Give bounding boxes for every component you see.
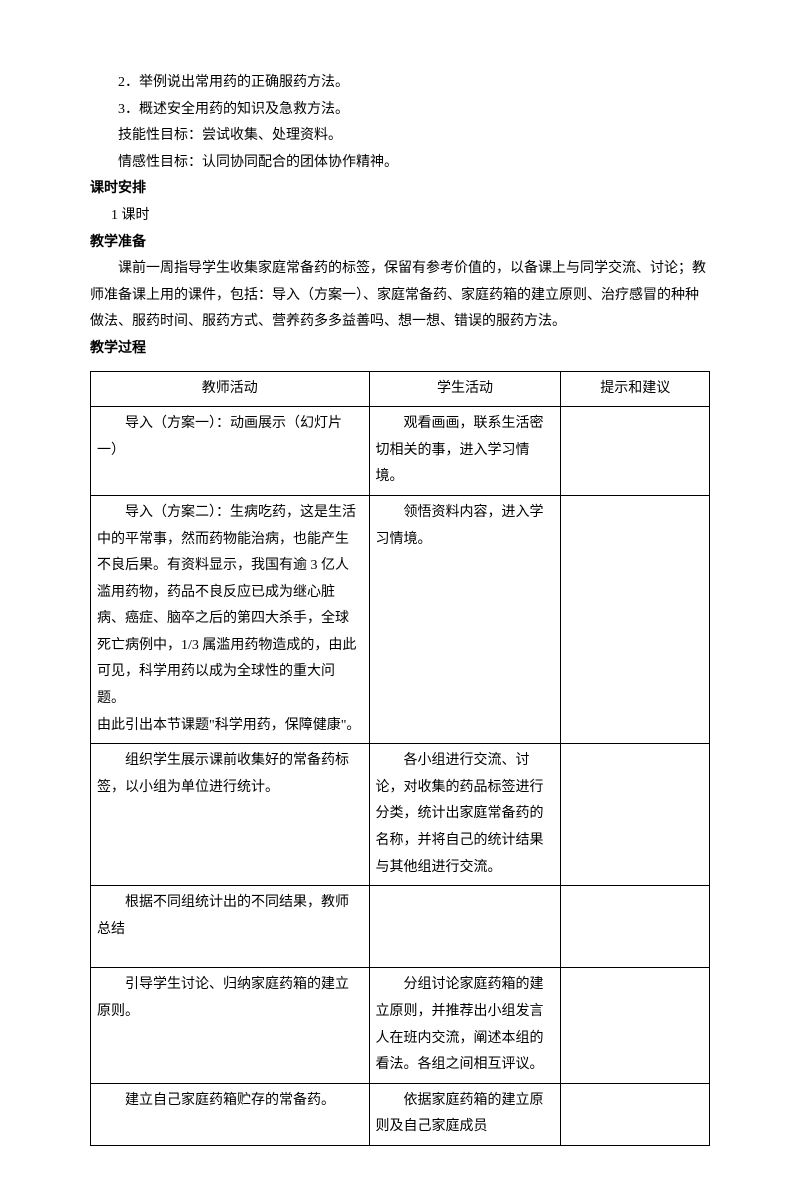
document-page: 2．举例说出常用药的正确服药方法。 3．概述安全用药的知识及急救方法。 技能性目… [0,0,800,1196]
cell-paragraph: 引导学生讨论、归纳家庭药箱的建立原则。 [97,972,363,1025]
section-content-schedule: 1 课时 [90,203,710,230]
cell-paragraph: 根据不同组统计出的不同结果，教师总结 [97,890,363,943]
cell-teacher: 建立自己家庭药箱贮存的常备药。 [91,1083,370,1145]
cell-tips [561,886,710,968]
cell-student: 依据家庭药箱的建立原则及自己家庭成员 [369,1083,561,1145]
cell-tips [561,1083,710,1145]
header-teacher: 教师活动 [91,371,370,407]
section-content-prep: 课前一周指导学生收集家庭常备药的标签，保留有参考价值的，以备课上与同学交流、讨论… [90,256,710,336]
cell-paragraph: 导入（方案二）：生病吃药，这是生活中的平常事，然而药物能治病，也能产生不良后果。… [97,500,363,713]
cell-teacher: 根据不同组统计出的不同结果，教师总结 [91,886,370,968]
table-row: 组织学生展示课前收集好的常备药标签，以小组为单位进行统计。 各小组进行交流、讨论… [91,744,710,886]
cell-teacher: 导入（方案一）：动画展示（幻灯片一） [91,407,370,496]
cell-student: 观看画画，联系生活密切相关的事，进入学习情境。 [369,407,561,496]
table-row: 导入（方案一）：动画展示（幻灯片一） 观看画画，联系生活密切相关的事，进入学习情… [91,407,710,496]
section-heading-prep: 教学准备 [90,230,710,257]
table-header-row: 教师活动 学生活动 提示和建议 [91,371,710,407]
cell-teacher: 引导学生讨论、归纳家庭药箱的建立原则。 [91,968,370,1083]
table-row: 建立自己家庭药箱贮存的常备药。 依据家庭药箱的建立原则及自己家庭成员 [91,1083,710,1145]
cell-tips [561,407,710,496]
header-tips: 提示和建议 [561,371,710,407]
header-student: 学生活动 [369,371,561,407]
section-heading-schedule: 课时安排 [90,176,710,203]
intro-line-2: 3．概述安全用药的知识及急救方法。 [90,97,710,124]
cell-tips [561,744,710,886]
intro-line-3: 技能性目标：尝试收集、处理资料。 [90,123,710,150]
intro-line-1: 2．举例说出常用药的正确服药方法。 [90,70,710,97]
table-row: 根据不同组统计出的不同结果，教师总结 [91,886,710,968]
cell-teacher: 组织学生展示课前收集好的常备药标签，以小组为单位进行统计。 [91,744,370,886]
cell-student: 领悟资料内容，进入学习情境。 [369,495,561,743]
cell-teacher: 导入（方案二）：生病吃药，这是生活中的平常事，然而药物能治病，也能产生不良后果。… [91,495,370,743]
cell-student: 分组讨论家庭药箱的建立原则，并推荐出小组发言人在班内交流，阐述本组的看法。各组之… [369,968,561,1083]
table-row: 引导学生讨论、归纳家庭药箱的建立原则。 分组讨论家庭药箱的建立原则，并推荐出小组… [91,968,710,1083]
cell-student [369,886,561,968]
cell-tips [561,968,710,1083]
table-row: 导入（方案二）：生病吃药，这是生活中的平常事，然而药物能治病，也能产生不良后果。… [91,495,710,743]
intro-line-4: 情感性目标：认同协同配合的团体协作精神。 [90,150,710,177]
section-heading-process: 教学过程 [90,336,710,363]
process-table: 教师活动 学生活动 提示和建议 导入（方案一）：动画展示（幻灯片一） 观看画画，… [90,371,710,1146]
cell-tips [561,495,710,743]
cell-paragraph: 由此引出本节课题"科学用药，保障健康"。 [97,713,363,740]
cell-student: 各小组进行交流、讨论，对收集的药品标签进行分类，统计出家庭常备药的名称，并将自己… [369,744,561,886]
